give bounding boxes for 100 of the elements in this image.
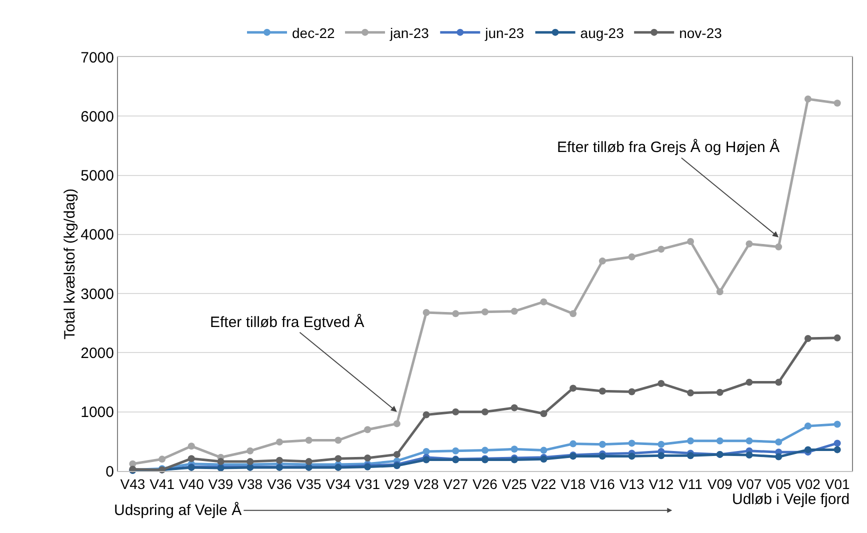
point bbox=[540, 298, 548, 306]
point bbox=[276, 456, 283, 464]
point bbox=[687, 452, 694, 460]
point bbox=[834, 334, 841, 342]
point bbox=[746, 378, 753, 386]
legend-label: aug-23 bbox=[580, 24, 624, 41]
point bbox=[246, 458, 254, 466]
x-tick-label: V16 bbox=[590, 476, 616, 492]
point bbox=[716, 288, 724, 296]
point bbox=[452, 447, 460, 454]
point bbox=[158, 456, 166, 463]
y-tick-label: 2000 bbox=[80, 344, 114, 362]
point bbox=[658, 246, 665, 253]
x-tick-label: V13 bbox=[619, 476, 644, 492]
x-tick-label: V40 bbox=[178, 476, 204, 492]
y-axis-title: Total kvælstof (kg/dag) bbox=[62, 188, 79, 340]
x-tick-label: V31 bbox=[355, 476, 380, 492]
text: Udløb i Vejle fjord bbox=[732, 491, 850, 508]
point bbox=[422, 309, 430, 316]
legend-label: dec-22 bbox=[292, 24, 336, 41]
point bbox=[834, 100, 841, 107]
x-tick-label: V12 bbox=[648, 476, 674, 492]
point bbox=[246, 447, 254, 454]
point bbox=[687, 437, 694, 444]
y-tick-label: 1000 bbox=[80, 404, 114, 422]
x-tick-label: V25 bbox=[502, 476, 528, 492]
point bbox=[834, 420, 841, 428]
x-tick-label: V09 bbox=[707, 476, 733, 492]
point bbox=[775, 378, 782, 386]
point bbox=[422, 411, 430, 418]
point bbox=[716, 388, 724, 396]
point bbox=[570, 440, 577, 448]
annotation: Efter tilløb fra Egtved Å bbox=[210, 313, 364, 331]
x-tick-label: V26 bbox=[472, 476, 498, 492]
point bbox=[834, 446, 841, 454]
point bbox=[628, 440, 636, 447]
x-tick-label: V18 bbox=[560, 476, 586, 492]
point bbox=[276, 438, 283, 446]
point bbox=[217, 458, 224, 466]
y-tick-label: 7000 bbox=[80, 49, 114, 66]
point bbox=[510, 308, 518, 315]
point bbox=[775, 453, 782, 460]
point bbox=[334, 436, 342, 444]
legend-label: nov-23 bbox=[679, 24, 722, 41]
point bbox=[540, 446, 548, 454]
point bbox=[598, 388, 606, 395]
x-tick-label: V35 bbox=[296, 476, 322, 492]
point bbox=[628, 253, 636, 260]
point bbox=[334, 455, 342, 462]
x-tick-label: V38 bbox=[238, 476, 263, 492]
point bbox=[716, 437, 724, 444]
point bbox=[540, 410, 548, 418]
annotation: Efter tilløb fra Grejs Å og Højen Å bbox=[557, 138, 780, 156]
point bbox=[804, 446, 812, 454]
point bbox=[775, 243, 782, 250]
x-tick-label: V41 bbox=[150, 476, 175, 492]
point bbox=[393, 420, 400, 428]
point bbox=[775, 438, 782, 446]
x-tick-label: V43 bbox=[120, 476, 146, 492]
x-tick-label: V36 bbox=[267, 476, 292, 492]
x-tick-label: V29 bbox=[384, 476, 410, 492]
point bbox=[482, 408, 488, 416]
point bbox=[804, 422, 812, 430]
y-tick-label: 6000 bbox=[80, 108, 114, 126]
point bbox=[804, 335, 812, 342]
point bbox=[658, 440, 665, 448]
point bbox=[393, 450, 400, 458]
point bbox=[188, 442, 195, 450]
point bbox=[305, 458, 312, 466]
point bbox=[598, 258, 606, 265]
point bbox=[628, 388, 636, 396]
point bbox=[804, 95, 812, 102]
point bbox=[570, 384, 577, 392]
y-tick-label: 0 bbox=[106, 463, 114, 480]
legend-label: jan-23 bbox=[389, 24, 430, 41]
x-tick-label: V27 bbox=[443, 476, 468, 492]
point bbox=[658, 380, 665, 387]
x-tick-label: V02 bbox=[796, 476, 821, 492]
x-tick-label: V01 bbox=[824, 476, 850, 492]
point bbox=[628, 452, 636, 460]
x-tick-label: V05 bbox=[766, 476, 792, 492]
x-tick-label: V28 bbox=[414, 476, 439, 492]
legend-label: jun-23 bbox=[484, 24, 524, 41]
point bbox=[422, 456, 430, 464]
point bbox=[658, 452, 665, 460]
text: Udspring af Vejle Å bbox=[114, 501, 242, 519]
x-tick-label: V34 bbox=[326, 476, 351, 492]
x-tick-label: V39 bbox=[208, 476, 234, 492]
point bbox=[364, 426, 372, 434]
point bbox=[305, 436, 312, 444]
point bbox=[746, 240, 753, 248]
point bbox=[598, 440, 606, 448]
point bbox=[510, 446, 518, 453]
point bbox=[452, 408, 460, 416]
point bbox=[188, 455, 195, 462]
point bbox=[746, 452, 753, 459]
x-tick-label: V11 bbox=[678, 476, 703, 492]
point bbox=[687, 389, 694, 396]
y-tick-label: 4000 bbox=[80, 226, 114, 244]
x-tick-label: V07 bbox=[736, 476, 762, 492]
